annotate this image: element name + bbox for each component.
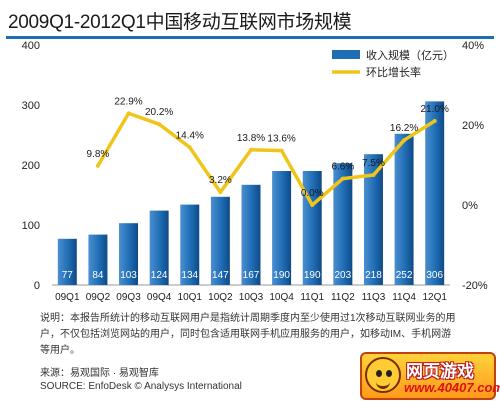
growth-rate-point xyxy=(249,147,253,152)
bar-value-label: 190 xyxy=(273,270,290,281)
growth-rate-point xyxy=(279,148,284,153)
growth-rate-point xyxy=(310,203,315,207)
bar xyxy=(210,196,230,285)
growth-rate-point xyxy=(157,122,162,127)
growth-rate-line xyxy=(96,111,437,207)
bar xyxy=(180,204,200,285)
growth-rate-label: 13.8% xyxy=(237,133,265,144)
bar xyxy=(394,133,414,285)
bar xyxy=(272,171,292,285)
y-left-tick-label: 300 xyxy=(22,100,40,112)
growth-rate-label: 14.4% xyxy=(176,130,204,141)
watermark-text-top: 网页游戏 xyxy=(406,362,474,381)
growth-rate-label: 9.8% xyxy=(87,149,110,160)
title-divider xyxy=(6,36,494,39)
bar-value-label: 77 xyxy=(62,270,74,281)
growth-rate-point xyxy=(187,145,192,150)
growth-rate-label: 3.2% xyxy=(209,175,232,186)
x-tick-label: 11Q3 xyxy=(362,292,386,303)
source-cn: 来源：易观国际 · 易观智库 xyxy=(40,368,159,379)
smiley-icon xyxy=(365,357,401,393)
growth-rate-label: 16.2% xyxy=(390,123,418,134)
y-right-tick-label: 0% xyxy=(462,200,478,212)
x-tick-label: 12Q1 xyxy=(422,292,447,303)
bar-value-label: 84 xyxy=(92,270,104,281)
growth-rate-point xyxy=(126,111,131,116)
growth-rate-point xyxy=(402,138,407,143)
growth-rate-point xyxy=(95,163,100,168)
growth-rate-label: 21.0% xyxy=(421,104,449,115)
watermark-logo: 网页游戏 www.40407.com xyxy=(360,352,500,400)
growth-rate-point xyxy=(218,190,223,195)
source-en: SOURCE: EnfoDesk © Analysys Internationa… xyxy=(40,381,242,392)
x-tick-label: 10Q1 xyxy=(178,292,203,303)
bar xyxy=(149,210,169,285)
growth-rate-point xyxy=(340,176,345,181)
y-right-tick-label: -20% xyxy=(462,280,488,292)
growth-rate-label: 7.5% xyxy=(362,158,385,169)
x-tick-label: 10Q4 xyxy=(269,292,294,303)
x-tick-label: 09Q1 xyxy=(55,292,80,303)
chart-note: 说明：本报告所统计的移动互联网用户是指统计周期季度内至少使用过1次移动互联网业务… xyxy=(40,313,456,356)
y-right-tick-label: 20% xyxy=(462,120,484,132)
bar-value-label: 103 xyxy=(120,270,137,281)
x-tick-label: 09Q2 xyxy=(86,292,111,303)
watermark-text-bottom: www.40407.com xyxy=(404,380,500,395)
legend-line-label: 环比增长率 xyxy=(366,65,421,79)
bar-value-label: 134 xyxy=(181,270,198,281)
y-right-tick-label: 40% xyxy=(462,40,484,52)
growth-rate-point xyxy=(371,173,376,177)
y-left-tick-label: 100 xyxy=(22,220,40,232)
x-tick-label: 11Q2 xyxy=(331,292,355,303)
bar xyxy=(333,163,353,285)
bar-value-label: 306 xyxy=(426,270,443,281)
bar xyxy=(363,154,383,285)
x-tick-label: 09Q4 xyxy=(147,292,172,303)
growth-rate-point xyxy=(432,119,437,123)
growth-rate-label: 22.9% xyxy=(114,96,142,107)
x-tick-label: 10Q3 xyxy=(239,292,264,303)
growth-rate-label: 0.0% xyxy=(301,188,324,199)
x-tick-label: 09Q3 xyxy=(116,292,141,303)
bar-value-label: 147 xyxy=(212,270,229,281)
growth-rate-label: 13.6% xyxy=(267,134,295,145)
chart-title: 2009Q1-2012Q1中国移动互联网市场规模 xyxy=(8,12,352,33)
growth-rate-label: 20.2% xyxy=(145,107,173,118)
x-tick-label: 11Q1 xyxy=(300,292,324,303)
bar-value-label: 124 xyxy=(151,270,168,281)
bar-value-label: 252 xyxy=(396,270,413,281)
bar xyxy=(119,223,139,285)
y-left-tick-label: 0 xyxy=(34,280,40,292)
x-tick-label: 11Q4 xyxy=(392,292,416,303)
legend-bar-swatch xyxy=(332,50,360,59)
y-left-tick-label: 400 xyxy=(22,40,40,52)
bar-value-label: 190 xyxy=(304,270,321,281)
bar xyxy=(241,184,261,285)
bar-value-label: 218 xyxy=(365,270,382,281)
bar xyxy=(57,238,77,285)
bar xyxy=(425,101,445,286)
growth-rate-label: 6.6% xyxy=(331,162,354,173)
bar-value-label: 203 xyxy=(335,270,352,281)
bar-value-label: 167 xyxy=(243,270,260,281)
bar xyxy=(88,234,108,285)
legend-bar-label: 收入规模（亿元） xyxy=(366,48,454,62)
y-left-tick-label: 200 xyxy=(22,160,40,172)
x-tick-label: 10Q2 xyxy=(208,292,233,303)
